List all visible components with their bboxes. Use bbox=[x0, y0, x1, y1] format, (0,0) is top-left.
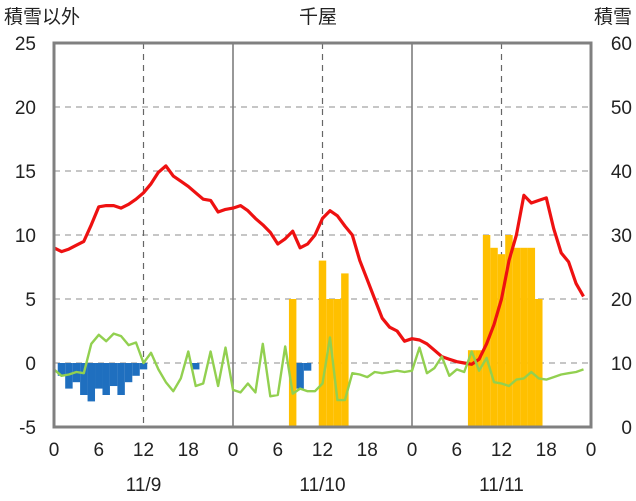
blue-bar bbox=[109, 363, 118, 387]
x-tick-label: 12 bbox=[312, 440, 333, 461]
left-tick-label: 5 bbox=[25, 290, 36, 311]
x-tick-label: 6 bbox=[93, 440, 104, 461]
x-tick-label: 0 bbox=[49, 440, 60, 461]
blue-bar bbox=[139, 363, 148, 370]
x-tick-label: 12 bbox=[133, 440, 154, 461]
x-tick-label: 0 bbox=[228, 440, 239, 461]
right-axis-title: 積雪 bbox=[593, 6, 632, 28]
blue-bar bbox=[80, 363, 88, 395]
x-tick-label: 0 bbox=[407, 440, 418, 461]
orange-bar bbox=[475, 350, 483, 427]
blue-bar bbox=[95, 363, 103, 389]
orange-bar bbox=[467, 350, 476, 427]
left-tick-label: -5 bbox=[19, 418, 36, 439]
green-line bbox=[53, 332, 584, 402]
left-axis-title: 積雪以外 bbox=[4, 6, 81, 28]
x-tick-label: 12 bbox=[491, 440, 512, 461]
orange-bar bbox=[497, 254, 506, 427]
orange-bar bbox=[341, 273, 349, 427]
orange-bar bbox=[288, 299, 297, 427]
blue-bar bbox=[191, 363, 200, 370]
right-tick-label: 30 bbox=[611, 226, 632, 247]
blue-bar bbox=[87, 363, 96, 402]
orange-bar bbox=[333, 299, 342, 427]
plot-frame bbox=[52, 41, 593, 429]
right-tick-label: 10 bbox=[611, 354, 632, 375]
blue-bar bbox=[124, 363, 133, 383]
blue-bar bbox=[296, 363, 304, 389]
left-tick-label: 20 bbox=[15, 98, 36, 119]
chart-title: 千屋 bbox=[298, 6, 337, 28]
blue-bar bbox=[303, 363, 312, 371]
orange-bar bbox=[520, 247, 528, 427]
x-tick-label: 18 bbox=[357, 440, 378, 461]
day-label: 11/11 bbox=[479, 475, 524, 496]
left-tick-label: 25 bbox=[15, 34, 36, 55]
x-tick-label: 18 bbox=[536, 440, 557, 461]
left-tick-label: 10 bbox=[15, 226, 36, 247]
blue-bar bbox=[132, 363, 140, 376]
right-tick-label: 50 bbox=[611, 98, 632, 119]
day-label: 11/10 bbox=[299, 475, 345, 496]
blue-bar bbox=[57, 363, 66, 376]
right-tick-label: 20 bbox=[611, 290, 632, 311]
orange-bar bbox=[490, 247, 498, 427]
orange-bar bbox=[482, 235, 491, 427]
red-line bbox=[53, 164, 585, 366]
right-tick-label: 60 bbox=[611, 34, 632, 55]
orange-bar bbox=[326, 299, 334, 427]
right-tick-label: 40 bbox=[611, 162, 632, 183]
blue-bar bbox=[102, 363, 110, 395]
x-tick-label: 6 bbox=[272, 440, 283, 461]
left-tick-label: 15 bbox=[15, 162, 36, 183]
x-tick-label: 18 bbox=[178, 440, 199, 461]
orange-bar bbox=[527, 247, 536, 427]
x-tick-label: 0 bbox=[586, 440, 597, 461]
orange-bar bbox=[535, 299, 543, 427]
right-tick-label: 0 bbox=[621, 418, 632, 439]
orange-bar bbox=[505, 235, 513, 427]
day-label: 11/9 bbox=[126, 475, 162, 496]
blue-bar bbox=[65, 363, 73, 389]
orange-bar bbox=[512, 247, 521, 427]
blue-bar bbox=[117, 363, 125, 395]
orange-bar bbox=[318, 260, 327, 427]
left-tick-label: 0 bbox=[25, 354, 36, 375]
x-tick-label: 6 bbox=[451, 440, 462, 461]
